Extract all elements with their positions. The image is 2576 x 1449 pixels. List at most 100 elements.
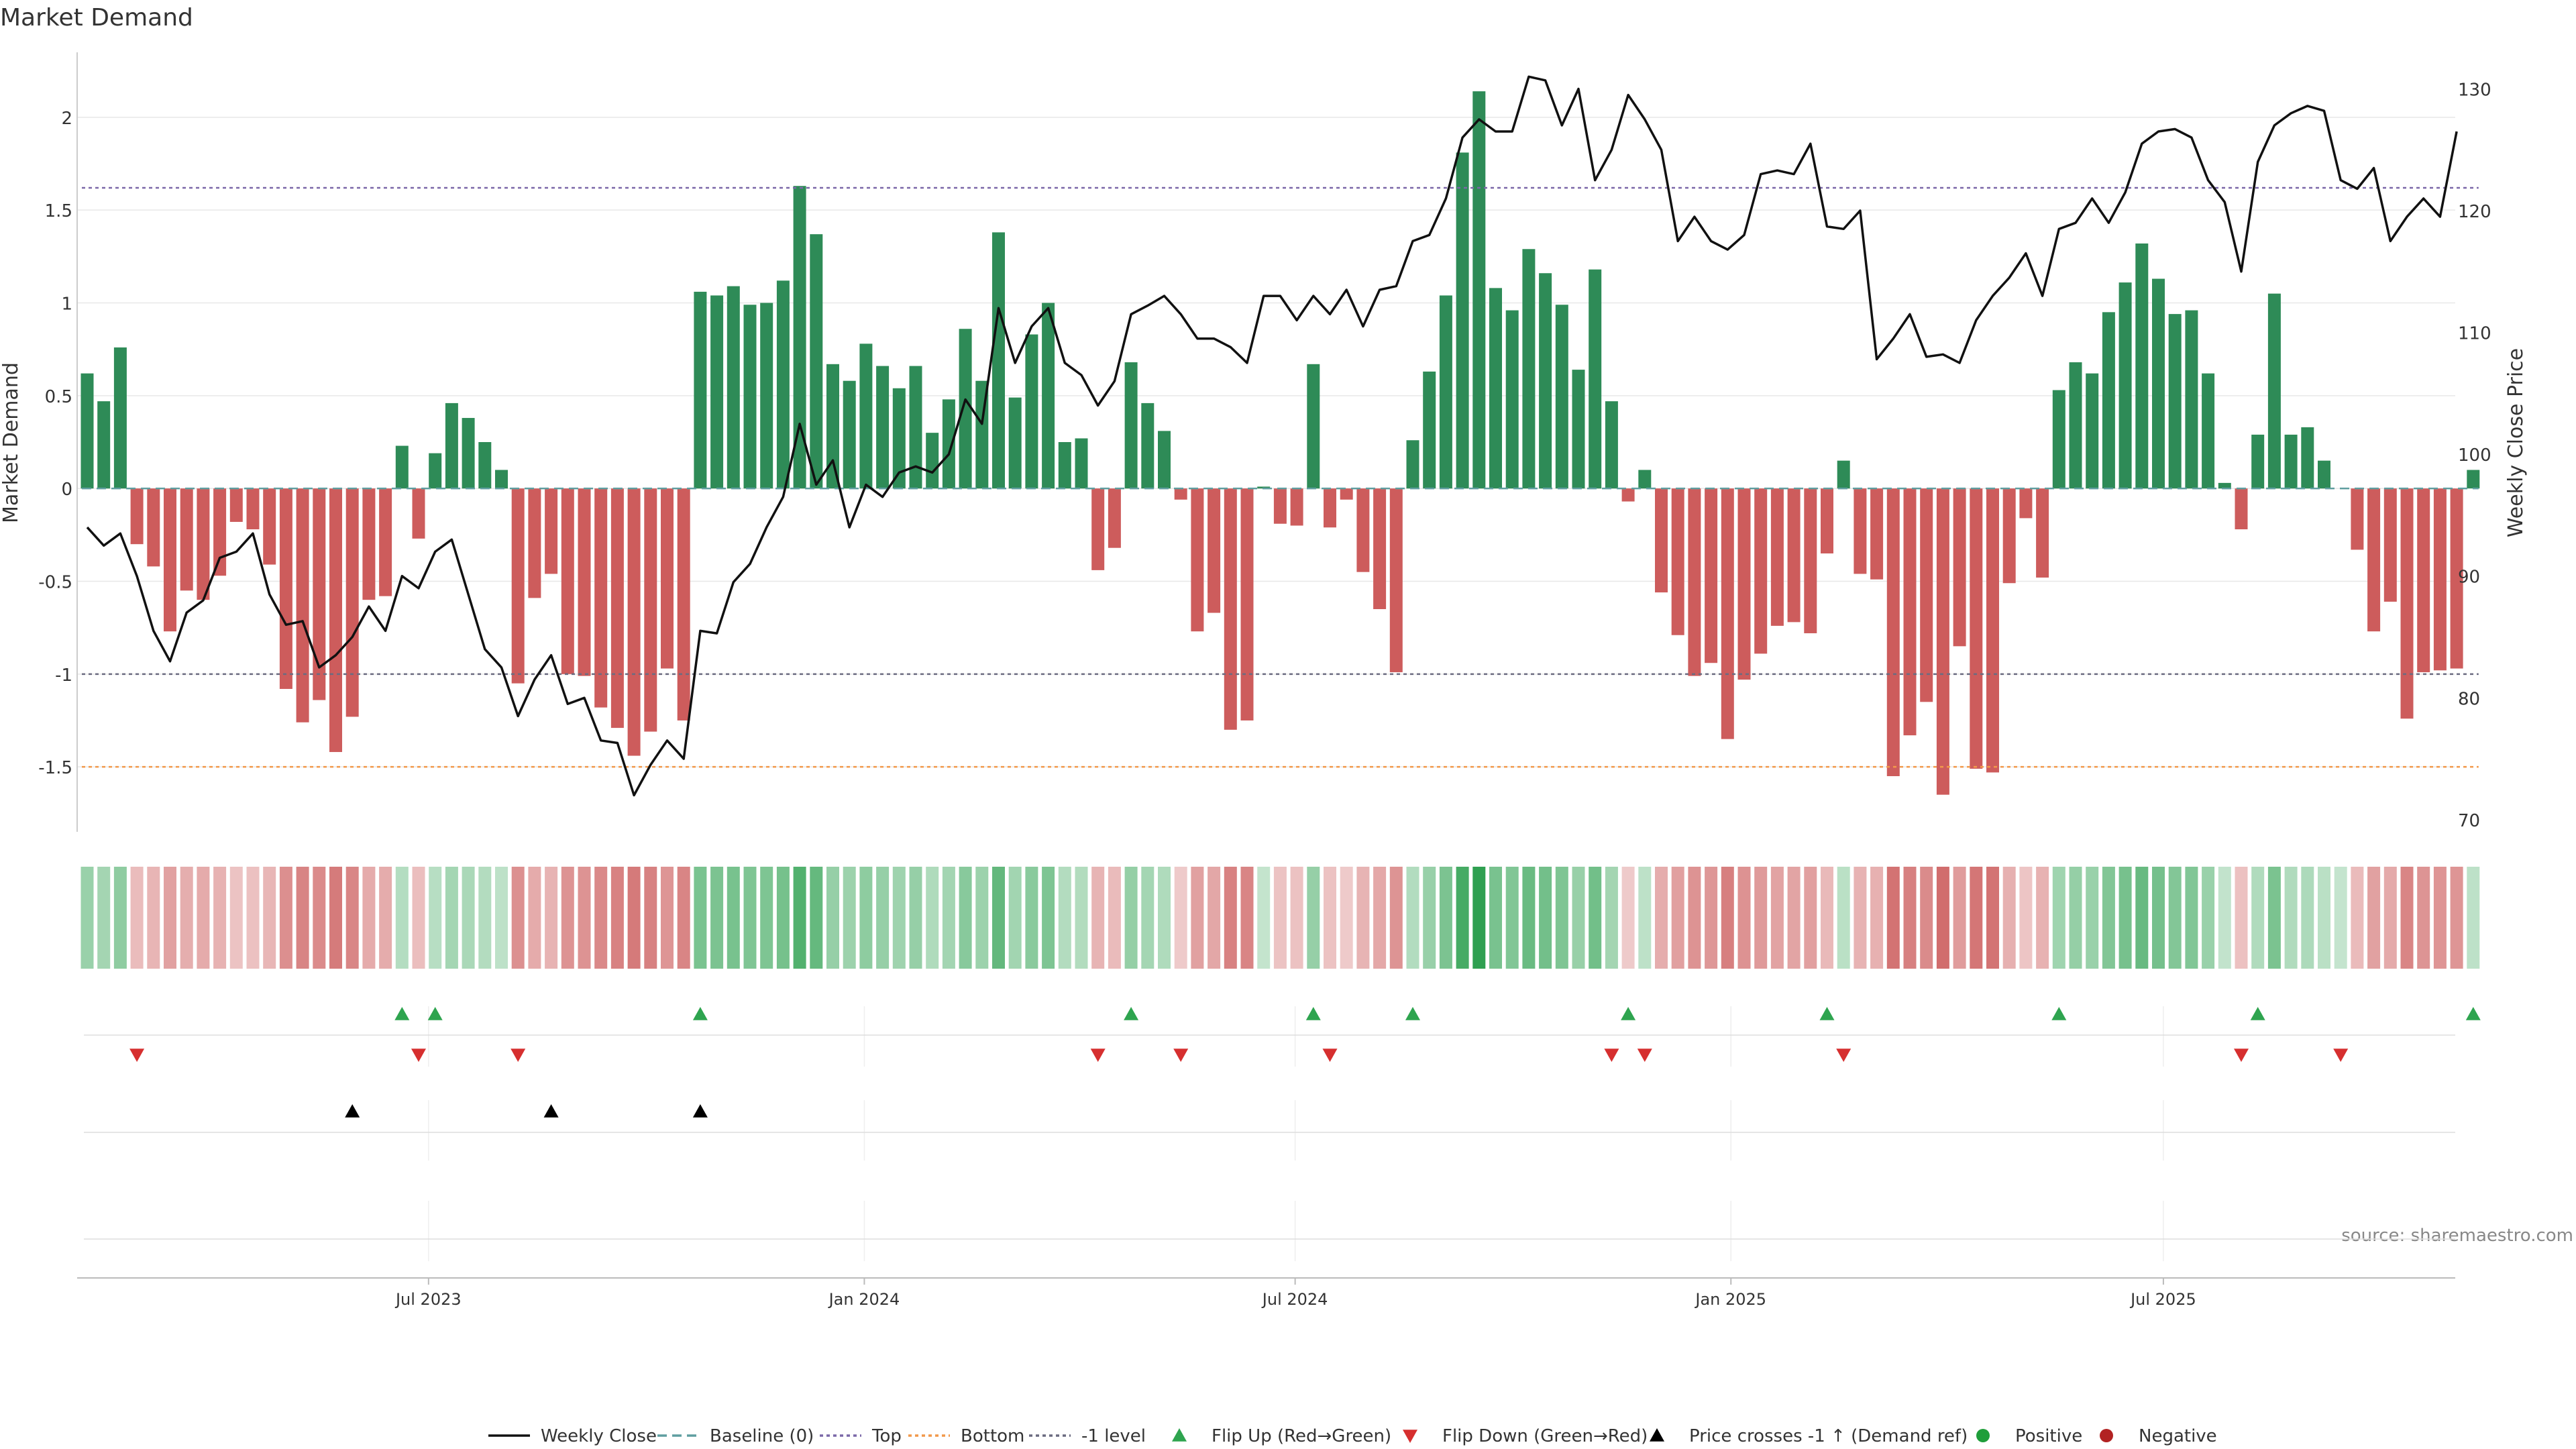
heat-cell: [246, 867, 260, 969]
y-tick-label: 2: [61, 109, 72, 129]
demand-bar-positive: [2251, 434, 2265, 489]
heat-cell: [1572, 867, 1585, 969]
demand-bar-positive: [2102, 312, 2115, 489]
demand-bar-positive: [1555, 305, 1568, 489]
demand-bar-positive: [1042, 303, 1055, 489]
heat-cell: [760, 867, 773, 969]
heat-cell: [1870, 867, 1884, 969]
flip-down-marker: [129, 1049, 145, 1062]
heat-cell: [1522, 867, 1536, 969]
heat-cell: [2168, 867, 2182, 969]
heat-cell: [1621, 867, 1635, 969]
demand-bar-negative: [2036, 488, 2049, 578]
demand-bar-positive: [892, 388, 906, 489]
heat-cell: [2417, 867, 2430, 969]
demand-bar-negative: [379, 488, 392, 596]
demand-bar-positive: [2185, 310, 2198, 489]
heat-cell: [2351, 867, 2364, 969]
demand-bar-positive: [1423, 371, 1436, 489]
demand-bars: [80, 91, 2480, 795]
demand-bar-positive: [1472, 91, 1486, 489]
heat-cell: [1174, 867, 1187, 969]
demand-bar-positive: [2467, 470, 2480, 489]
demand-bar-negative: [2002, 488, 2016, 584]
heat-cell: [2367, 867, 2381, 969]
heat-cell: [1008, 867, 1022, 969]
demand-bar-negative: [1770, 488, 1784, 626]
heat-cell: [2218, 867, 2231, 969]
heat-cell: [909, 867, 922, 969]
flip-down-marker: [1604, 1049, 1619, 1062]
heat-cell: [545, 867, 558, 969]
heat-cell: [1754, 867, 1768, 969]
heat-cell: [1688, 867, 1701, 969]
heat-cell: [1770, 867, 1784, 969]
heat-cell: [2467, 867, 2480, 969]
demand-bar-negative: [329, 488, 342, 753]
flip-up-marker: [1305, 1007, 1321, 1020]
heat-cell: [926, 867, 939, 969]
heat-cell: [727, 867, 740, 969]
heat-cell: [329, 867, 342, 969]
demand-bar-negative: [627, 488, 641, 756]
demand-bar-positive: [1257, 486, 1271, 489]
demand-bar-positive: [2152, 278, 2165, 489]
flip-up-marker: [427, 1007, 443, 1020]
demand-bar-positive: [1158, 431, 1171, 489]
legend-label: -1 level: [1081, 1426, 1146, 1446]
y2-tick-label: 70: [2458, 811, 2480, 831]
source-label: source: sharemaestro.com: [2341, 1226, 2573, 1246]
heat-cell: [2251, 867, 2265, 969]
x-tick-label: Jul 2024: [1261, 1290, 1328, 1309]
flip-down-marker: [1173, 1049, 1189, 1062]
legend-swatch-dot: [1976, 1429, 1990, 1442]
chart-title: Market Demand: [0, 4, 193, 32]
weekly-close-line: [86, 75, 2458, 797]
price-cross-marker: [543, 1104, 559, 1118]
heat-cell: [1505, 867, 1519, 969]
legend-label: Positive: [2015, 1426, 2082, 1446]
heat-cell: [1787, 867, 1801, 969]
heat-cell: [578, 867, 591, 969]
demand-bar-positive: [843, 380, 856, 489]
heat-cell: [313, 867, 326, 969]
demand-bar-positive: [1572, 370, 1585, 489]
heat-cell: [1655, 867, 1668, 969]
heat-cell: [1970, 867, 1983, 969]
demand-bar-negative: [1324, 488, 1336, 528]
heat-cell: [1158, 867, 1171, 969]
heat-cell: [1307, 867, 1320, 969]
demand-bar-positive: [942, 399, 955, 489]
heat-cell: [1356, 867, 1370, 969]
demand-bar-negative: [2450, 488, 2463, 669]
heat-cell: [1605, 867, 1618, 969]
demand-bar-negative: [1108, 488, 1121, 548]
demand-bar-negative: [1340, 488, 1353, 500]
heat-cell: [429, 867, 442, 969]
heat-cell: [859, 867, 873, 969]
heat-cell: [661, 867, 674, 969]
demand-bar-negative: [1970, 488, 1983, 769]
demand-bar-positive: [97, 401, 111, 489]
heat-cell: [2450, 867, 2463, 969]
demand-bar-positive: [1141, 402, 1155, 489]
heat-cell: [2334, 867, 2347, 969]
demand-bar-negative: [1804, 488, 1817, 633]
demand-bar-positive: [462, 418, 475, 489]
demand-bar-negative: [1356, 488, 1370, 572]
demand-bar-positive: [810, 234, 823, 489]
demand-bar-positive: [2168, 314, 2182, 489]
demand-bar-positive: [2086, 373, 2099, 489]
heat-cell: [1042, 867, 1055, 969]
flip-up-marker: [2250, 1007, 2265, 1020]
demand-bar-negative: [677, 488, 690, 720]
demand-bar-negative: [545, 488, 558, 574]
heat-cell: [1555, 867, 1568, 969]
flip-up-marker: [2051, 1007, 2067, 1020]
heat-cell: [462, 867, 475, 969]
heat-cell: [1240, 867, 1254, 969]
heat-cell: [1141, 867, 1155, 969]
demand-bar-negative: [263, 488, 276, 565]
heat-cell: [1224, 867, 1237, 969]
heat-cell: [395, 867, 409, 969]
